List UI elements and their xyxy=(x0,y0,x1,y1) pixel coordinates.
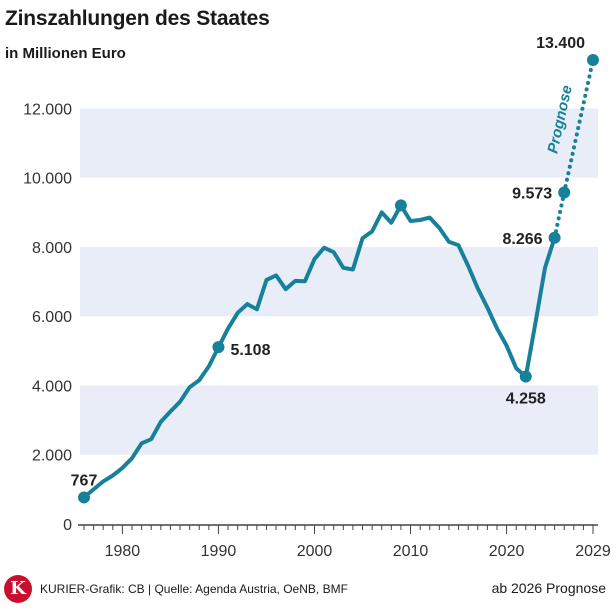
y-tick-label: 2.000 xyxy=(32,448,72,465)
x-tick-label: 2000 xyxy=(297,543,333,560)
y-tick-label: 6.000 xyxy=(32,309,72,326)
data-point xyxy=(587,54,599,66)
x-tick-label: 2020 xyxy=(489,543,525,560)
data-point xyxy=(78,491,90,504)
grid-band-2 xyxy=(80,108,598,178)
kurier-logo: K xyxy=(4,575,32,603)
x-tick-label: 1980 xyxy=(105,543,141,560)
x-tick-label: 2010 xyxy=(393,543,429,560)
data-label: 8.266 xyxy=(503,231,543,248)
y-axis: 0 2.000 4.000 6.000 8.000 10.000 12.000 xyxy=(23,101,72,534)
y-tick-label: 12.000 xyxy=(23,101,72,118)
x-axis: 1980 1990 2000 2010 2020 2029 xyxy=(78,524,611,560)
data-label: 9.573 xyxy=(512,186,552,203)
data-point xyxy=(519,370,532,383)
data-point xyxy=(212,341,225,354)
chart-title: Zinszahlungen des Staates xyxy=(5,7,270,30)
grid-band-0 xyxy=(80,385,598,455)
data-points xyxy=(78,54,599,504)
grid-bands xyxy=(80,108,598,455)
y-tick-label: 10.000 xyxy=(23,171,72,188)
data-label: 4.258 xyxy=(506,391,546,408)
data-point xyxy=(548,231,561,244)
x-tick-label: 1990 xyxy=(201,543,237,560)
y-tick-label: 8.000 xyxy=(32,240,72,257)
data-label: 767 xyxy=(71,472,98,489)
data-label: 5.108 xyxy=(230,342,270,359)
data-point xyxy=(394,199,407,212)
forecast-note: ab 2026 Prognose xyxy=(491,580,606,596)
source-note: KURIER-Grafik: CB | Quelle: Agenda Austr… xyxy=(40,582,348,596)
chart-subtitle: in Millionen Euro xyxy=(5,45,126,62)
x-tick-label: 2029 xyxy=(575,543,611,560)
data-point xyxy=(558,186,571,199)
data-label: 13.400 xyxy=(536,35,585,52)
y-tick-label: 4.000 xyxy=(32,378,72,395)
actual-line xyxy=(82,203,557,500)
y-tick-label: 0 xyxy=(63,517,72,534)
